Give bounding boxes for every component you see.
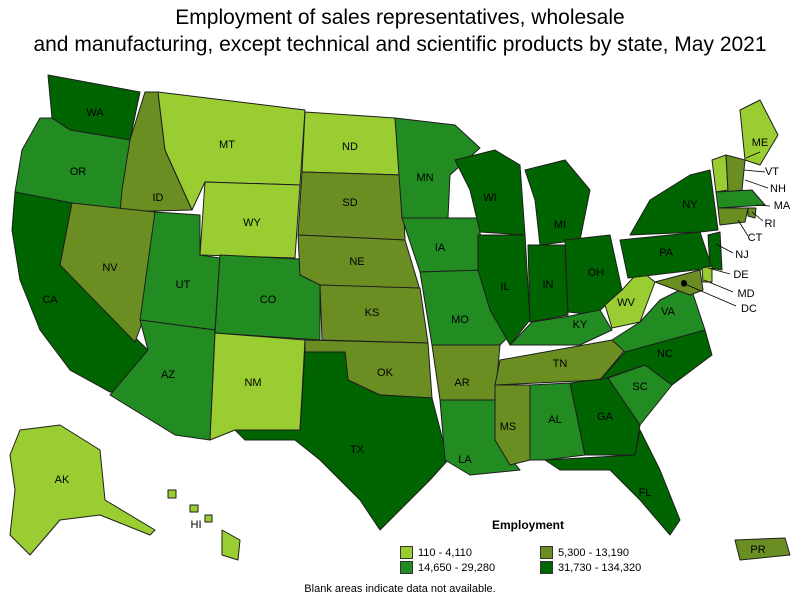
- state-label-wa: WA: [86, 107, 104, 119]
- state-label-ca: CA: [42, 294, 58, 306]
- state-nh: [725, 154, 746, 193]
- state-ri: [747, 207, 757, 219]
- state-label-ny: NY: [682, 199, 698, 211]
- state-ms: [494, 384, 531, 466]
- state-wy: [199, 181, 301, 259]
- state-md: [654, 269, 704, 296]
- state-label-tn: TN: [553, 358, 568, 370]
- state-label-al: AL: [548, 414, 561, 426]
- state-ky: [509, 309, 613, 346]
- legend-label-3: 14,650 - 29,280: [418, 561, 496, 574]
- state-ak: [9, 424, 156, 556]
- state-fl: [544, 429, 681, 536]
- state-vt: [711, 154, 729, 193]
- state-label-ne: NE: [349, 256, 364, 268]
- legend-swatch-1: [400, 546, 413, 559]
- state-label-pr: PR: [750, 544, 765, 556]
- state-label-mo: MO: [451, 314, 469, 326]
- dc-marker: [681, 280, 687, 286]
- state-label-il: IL: [500, 281, 509, 293]
- state-label-ut: UT: [176, 279, 191, 291]
- state-de: [701, 265, 713, 283]
- state-label-me: ME: [752, 137, 769, 149]
- legend-label-1: 110 - 4,110: [418, 546, 473, 559]
- state-label-or: OR: [70, 166, 87, 178]
- state-label-nh: NH: [770, 183, 786, 195]
- state-label-nc: NC: [657, 348, 673, 360]
- legend-swatch-2: [540, 546, 553, 559]
- state-label-wi: WI: [483, 192, 496, 204]
- state-label-oh: OH: [588, 267, 605, 279]
- state-nv: [59, 202, 156, 343]
- state-label-mi: MI: [554, 219, 566, 231]
- state-me: [739, 99, 779, 166]
- state-hi: [167, 489, 241, 561]
- state-label-ak: AK: [55, 474, 70, 486]
- state-label-pa: PA: [659, 247, 674, 259]
- state-ma: [715, 189, 766, 209]
- state-mi: [524, 159, 591, 246]
- legend-swatch-4: [540, 561, 553, 574]
- map-title: Employment of sales representatives, who…: [0, 4, 800, 58]
- state-label-wy: WY: [243, 217, 261, 229]
- state-label-sc: SC: [632, 381, 647, 393]
- state-tx: [234, 351, 449, 531]
- state-label-de: DE: [733, 269, 748, 281]
- state-label-ms: MS: [500, 421, 517, 433]
- leader-lines: [684, 151, 771, 307]
- legend-item-3: 14,650 - 29,280: [400, 561, 495, 574]
- state-label-fl: FL: [639, 487, 652, 499]
- state-label-mt: MT: [219, 139, 235, 151]
- legend-item-1: 110 - 4,110: [400, 546, 472, 559]
- state-label-nv: NV: [102, 262, 118, 274]
- state-label-ia: IA: [435, 242, 446, 254]
- state-label-ga: GA: [597, 411, 614, 423]
- state-pr: [734, 537, 791, 561]
- legend-item-4: 31,730 - 134,320: [540, 561, 641, 574]
- state-label-wv: WV: [617, 297, 635, 309]
- state-label-mn: MN: [416, 172, 433, 184]
- legend-item-2: 5,300 - 13,190: [540, 546, 629, 559]
- footnote: Blank areas indicate data not available.: [304, 583, 496, 595]
- state-label-nj: NJ: [735, 249, 748, 261]
- state-label-in: IN: [543, 279, 554, 291]
- legend-title: Employment: [492, 518, 565, 532]
- state-label-dc: DC: [741, 303, 757, 315]
- state-label-md: MD: [737, 288, 754, 300]
- state-nj: [707, 231, 723, 271]
- state-al: [529, 382, 586, 461]
- state-label-ct: CT: [748, 232, 763, 244]
- legend-label-4: 31,730 - 134,320: [558, 561, 642, 574]
- state-in: [527, 244, 569, 323]
- state-ct: [717, 207, 749, 226]
- state-label-vt: VT: [765, 166, 779, 178]
- title-line-2: and manufacturing, except technical and …: [33, 33, 767, 56]
- state-label-nd: ND: [342, 141, 358, 153]
- state-label-id: ID: [153, 192, 164, 204]
- title-line-1: Employment of sales representatives, who…: [175, 6, 625, 29]
- state-ar: [431, 344, 501, 401]
- legend-label-2: 5,300 - 13,190: [558, 546, 629, 559]
- state-label-ma: MA: [774, 200, 791, 212]
- state-label-ky: KY: [573, 319, 588, 331]
- state-label-ok: OK: [377, 367, 394, 379]
- state-ny: [629, 169, 719, 236]
- state-label-la: LA: [458, 454, 472, 466]
- state-label-tx: TX: [350, 444, 365, 456]
- state-label-ks: KS: [365, 307, 380, 319]
- state-label-hi: HI: [191, 519, 202, 531]
- state-label-sd: SD: [342, 197, 357, 209]
- legend-swatch-3: [400, 561, 413, 574]
- state-label-va: VA: [661, 306, 676, 318]
- state-label-az: AZ: [161, 369, 175, 381]
- state-label-nm: NM: [244, 377, 261, 389]
- state-label-ri: RI: [765, 218, 776, 230]
- state-tn: [494, 339, 626, 386]
- state-label-ar: AR: [454, 377, 469, 389]
- state-label-co: CO: [260, 294, 277, 306]
